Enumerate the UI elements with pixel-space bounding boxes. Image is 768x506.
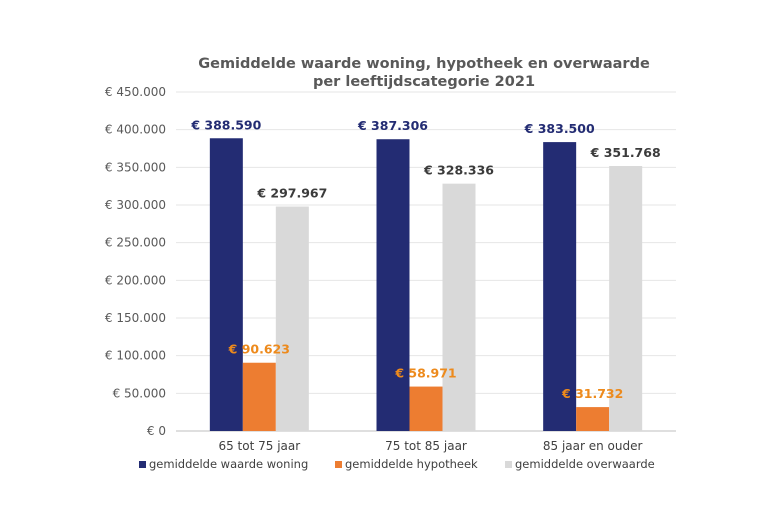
data-label: € 388.590 — [190, 117, 261, 132]
bar-gemiddelde-hypotheek — [242, 362, 276, 431]
bar-gemiddelde-waarde-woning — [209, 138, 243, 431]
legend-swatch — [505, 461, 512, 468]
x-category-label: 65 tot 75 jaar — [218, 439, 300, 453]
bar-gemiddelde-overwaarde — [275, 206, 309, 431]
data-labels: € 388.590 € 90.623 € 297.967 € 387.306 € 58.… — [190, 117, 660, 401]
bar-gemiddelde-hypotheek — [409, 386, 443, 431]
data-label: € 387.306 — [357, 118, 428, 133]
data-label: € 58.971 — [394, 366, 456, 381]
x-category-label: 85 jaar en ouder — [543, 439, 643, 453]
legend-label: gemiddelde hypotheek — [345, 457, 478, 471]
x-axis-categories: 65 tot 75 jaar 75 tot 85 jaar 85 jaar en o… — [218, 439, 642, 453]
y-tick-label: € 150.000 — [105, 311, 166, 325]
data-label: € 351.768 — [590, 145, 661, 160]
bar-gemiddelde-waarde-woning — [543, 142, 577, 431]
data-label: € 383.500 — [524, 121, 595, 136]
y-tick-label: € 0 — [147, 424, 166, 438]
legend-label: gemiddelde overwaarde — [515, 457, 655, 471]
y-tick-label: € 100.000 — [105, 349, 166, 363]
y-tick-label: € 50.000 — [113, 386, 166, 400]
y-tick-label: € 300.000 — [105, 198, 166, 212]
chart-title-line: per leeftijdscategorie 2021 — [313, 74, 535, 90]
chart-title: Gemiddelde waarde woning, hypotheek en o… — [198, 56, 650, 90]
bar-gemiddelde-overwaarde — [609, 166, 643, 431]
bar-gemiddelde-waarde-woning — [376, 139, 410, 431]
chart-title-line: Gemiddelde waarde woning, hypotheek en o… — [198, 56, 650, 72]
y-tick-label: € 200.000 — [105, 273, 166, 287]
legend: gemiddelde waarde woning gemiddelde hypot… — [139, 457, 655, 471]
legend-label: gemiddelde waarde woning — [149, 457, 308, 471]
data-label: € 90.623 — [228, 342, 290, 357]
bar-gemiddelde-overwaarde — [442, 183, 476, 431]
data-label: € 328.336 — [423, 163, 494, 178]
y-tick-label: € 350.000 — [105, 160, 166, 174]
bars — [209, 138, 643, 431]
bar-gemiddelde-hypotheek — [576, 407, 610, 431]
y-tick-label: € 400.000 — [105, 123, 166, 137]
y-axis-ticks: € 0 € 50.000 € 100.000 € 150.000 € 200.000 € … — [105, 85, 166, 438]
data-label: € 31.732 — [561, 386, 623, 401]
y-tick-label: € 250.000 — [105, 236, 166, 250]
y-tick-label: € 450.000 — [105, 85, 166, 99]
legend-swatch — [335, 461, 342, 468]
data-label: € 297.967 — [256, 186, 327, 201]
legend-swatch — [139, 461, 146, 468]
x-category-label: 75 tot 85 jaar — [385, 439, 467, 453]
